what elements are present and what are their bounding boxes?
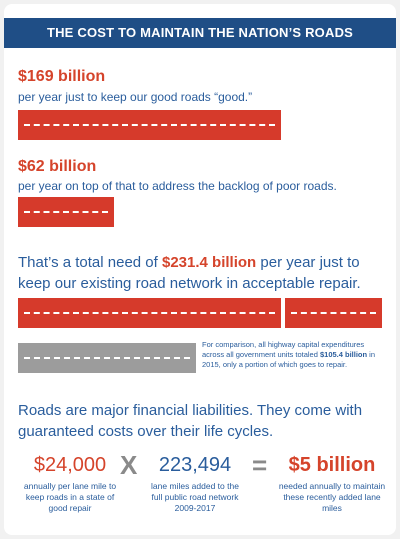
operator: X	[120, 450, 138, 480]
term: $24,000 annually per lane mile to keep ro…	[20, 454, 120, 514]
term-caption: annually per lane mile to keep roads in …	[23, 481, 117, 513]
total-text: That’s a total need of $231.4 billion pe…	[18, 252, 388, 294]
amount: $169 billion	[18, 68, 106, 85]
liabilities: Roads are major financial liabilities. T…	[18, 402, 363, 440]
road-bar	[18, 197, 114, 227]
operator: =	[252, 450, 268, 480]
text: per year just to keep our existing road …	[18, 254, 361, 292]
road-bar	[18, 298, 281, 328]
description: per year just to keep our good roads “go…	[18, 90, 253, 104]
term: 223,494 lane miles added to the full publ…	[145, 454, 245, 514]
card	[4, 4, 396, 535]
amount: $62 billion	[18, 158, 97, 175]
text: That’s a total need of	[18, 254, 162, 271]
road-bar	[18, 110, 281, 140]
term-value: 223,494	[158, 454, 232, 476]
term-caption: needed annually to maintain these recent…	[278, 481, 386, 513]
text: For comparison, all highway capital expe…	[202, 340, 365, 359]
total-amount: $231.4 billion	[162, 254, 257, 271]
note: For comparison, all highway capital expe…	[202, 340, 387, 370]
road-bar	[285, 298, 382, 328]
term: $5 billion needed annually to maintain th…	[278, 454, 386, 514]
term-value: $5 billion	[288, 454, 376, 476]
header-title: THE COST TO MAINTAIN THE NATION’S ROADS	[4, 18, 396, 48]
text: in 2015, only a portion of which goes to…	[202, 350, 376, 369]
road-bar	[18, 343, 196, 373]
note-amount: $105.4 billion	[319, 350, 368, 359]
description: per year on top of that to address the b…	[18, 179, 337, 193]
term-caption: lane miles added to the full public road…	[151, 481, 239, 513]
term-value: $24,000	[33, 454, 107, 476]
